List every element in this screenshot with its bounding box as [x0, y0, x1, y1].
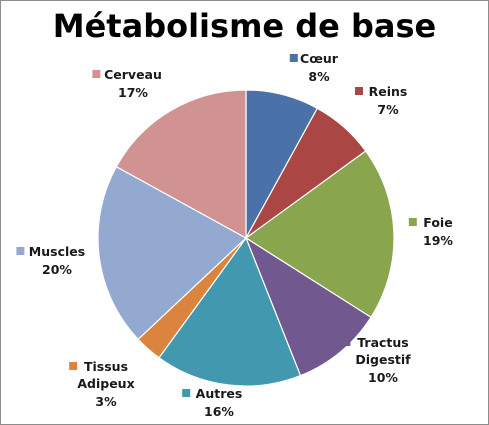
label-autres: Autres 16% [182, 386, 242, 419]
label-marker-muscles [16, 247, 25, 255]
label-pct-coeur: 8% [308, 69, 330, 84]
label-marker-tractus-digestif [342, 338, 351, 346]
label-pct-reins: 7% [377, 102, 399, 117]
label-reins: Reins 7% [355, 84, 407, 117]
label-marker-autres [182, 389, 191, 397]
label-marker-cerveau [92, 70, 101, 78]
label-pct-tractus-digestif: 10% [368, 370, 398, 385]
slice-cerveau [115, 89, 247, 240]
label-name-foie: Foie [423, 215, 452, 230]
label-name-reins: Reins [369, 84, 408, 99]
slice-autres [158, 236, 302, 387]
label-marker-tissus-adipeux [69, 362, 78, 370]
label-cerveau: Cerveau 17% [92, 67, 162, 100]
label-name-tissus-adipeux: Tissus [84, 359, 128, 374]
label-name-autres: Autres [196, 386, 243, 401]
label-coeur: Cœur 8% [289, 51, 339, 84]
label-name-muscles: Muscles [29, 244, 85, 259]
label-foie: Foie 19% [408, 215, 453, 248]
label-muscles: Muscles 20% [16, 244, 85, 277]
label-pct-cerveau: 17% [118, 85, 148, 100]
slice-tractus-digestif [244, 236, 372, 377]
label-pct-foie: 19% [423, 233, 453, 248]
chart-title: Métabolisme de base [52, 7, 437, 45]
pie-labels: Cœur 8% Reins 7% Foie 19% Tractus Digestif 10% Au… [16, 51, 453, 419]
label-name-tractus-digestif: Digestif [355, 352, 411, 367]
label-name-coeur: Cœur [300, 51, 339, 66]
pie-slices [97, 89, 395, 387]
label-pct-muscles: 20% [42, 262, 72, 277]
slice-muscles [97, 165, 248, 341]
slice-foie [244, 150, 395, 319]
label-pct-autres: 16% [204, 404, 234, 419]
label-marker-foie [408, 218, 417, 226]
label-marker-reins [355, 87, 363, 95]
label-pct-tissus-adipeux: 3% [95, 394, 117, 409]
label-name-tractus-digestif: Tractus [357, 335, 408, 350]
label-name-cerveau: Cerveau [104, 67, 162, 82]
label-marker-coeur [289, 54, 298, 62]
label-tissus-adipeux: Tissus Adipeux 3% [69, 359, 135, 409]
label-name-tissus-adipeux: Adipeux [77, 376, 134, 391]
label-tractus-digestif: Tractus Digestif 10% [342, 335, 411, 385]
